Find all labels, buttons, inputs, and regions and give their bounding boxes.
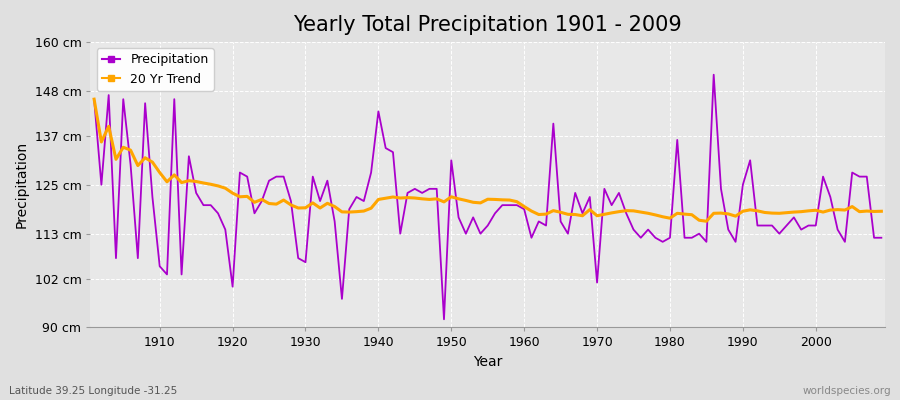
Title: Yearly Total Precipitation 1901 - 2009: Yearly Total Precipitation 1901 - 2009: [293, 15, 682, 35]
Y-axis label: Precipitation: Precipitation: [15, 141, 29, 228]
Text: Latitude 39.25 Longitude -31.25: Latitude 39.25 Longitude -31.25: [9, 386, 177, 396]
X-axis label: Year: Year: [473, 355, 502, 369]
Legend: Precipitation, 20 Yr Trend: Precipitation, 20 Yr Trend: [96, 48, 213, 91]
Text: worldspecies.org: worldspecies.org: [803, 386, 891, 396]
